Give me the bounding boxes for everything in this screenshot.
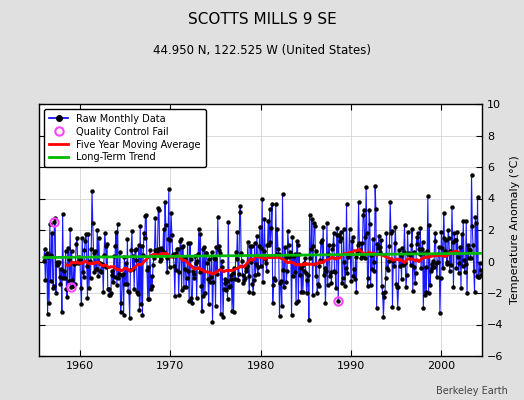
Text: 44.950 N, 122.525 W (United States): 44.950 N, 122.525 W (United States) <box>153 44 371 57</box>
Text: SCOTTS MILLS 9 SE: SCOTTS MILLS 9 SE <box>188 12 336 27</box>
Text: Berkeley Earth: Berkeley Earth <box>436 386 508 396</box>
Legend: Raw Monthly Data, Quality Control Fail, Five Year Moving Average, Long-Term Tren: Raw Monthly Data, Quality Control Fail, … <box>44 109 205 167</box>
Y-axis label: Temperature Anomaly (°C): Temperature Anomaly (°C) <box>510 156 520 304</box>
